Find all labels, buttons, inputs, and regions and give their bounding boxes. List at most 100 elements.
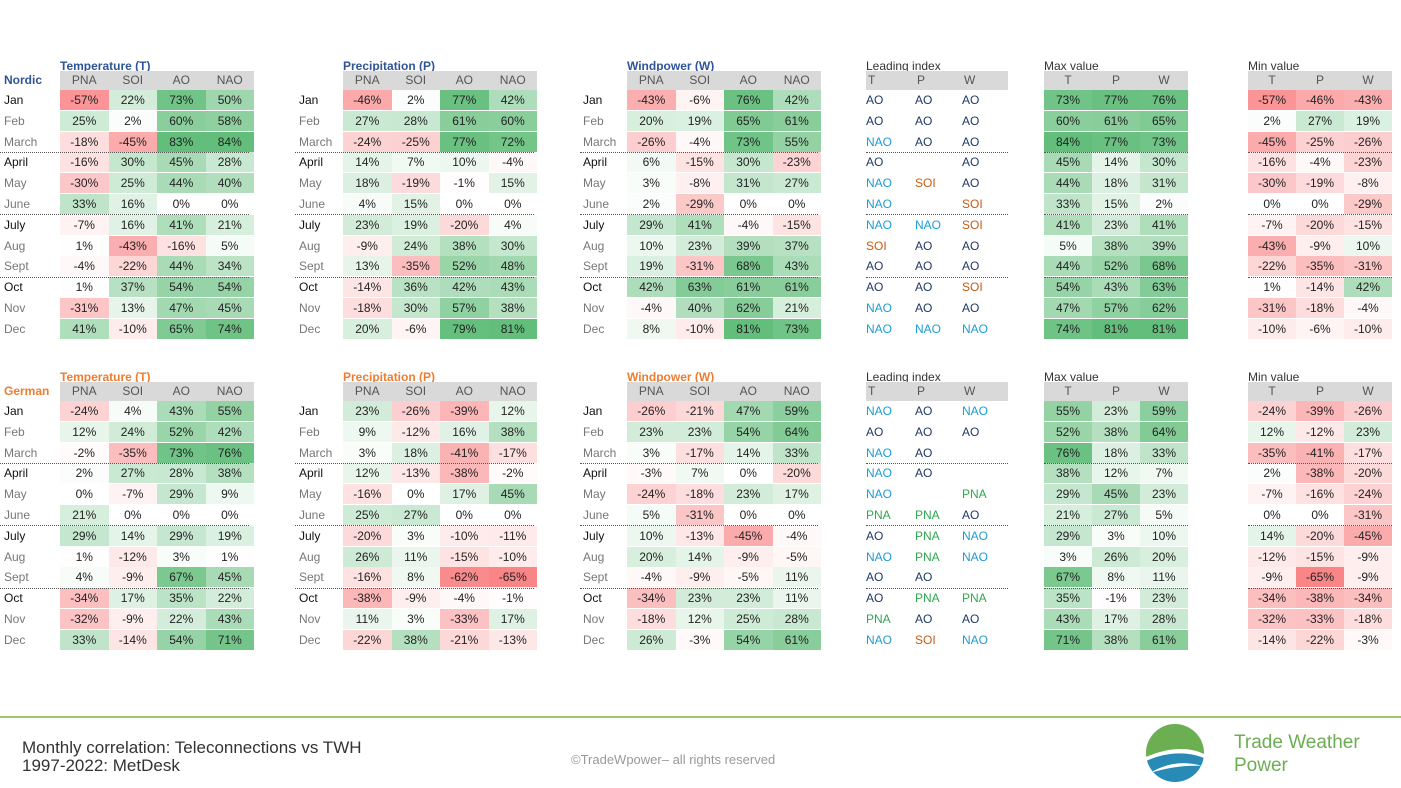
table-title: Temperature (T) [60, 370, 151, 384]
correlation-cell: 23% [724, 484, 773, 505]
correlation-cell: 0% [488, 505, 537, 525]
leading-index-cell: NAO [915, 321, 942, 336]
column-header: W [1158, 384, 1170, 398]
month-label: Nov [4, 612, 26, 626]
correlation-cell: 42% [440, 277, 489, 298]
correlation-cell: 22% [108, 90, 157, 110]
leading-index-cell: AO [962, 301, 980, 315]
max-value-cell: 68% [1140, 256, 1188, 277]
quarter-separator [1044, 462, 1188, 464]
correlation-cell: 28% [391, 110, 440, 131]
quarter-separator [295, 525, 534, 527]
month-label: Oct [299, 280, 318, 295]
quarter-separator [1044, 525, 1188, 527]
correlation-cell: -20% [343, 525, 392, 546]
correlation-cell: -4% [60, 256, 109, 277]
month-label: Dec [299, 632, 321, 647]
correlation-cell: 12% [675, 609, 724, 629]
column-header: P [1111, 384, 1120, 398]
month-label: July [583, 528, 605, 543]
min-value-cell: -41% [1296, 442, 1344, 463]
quarter-separator [580, 587, 818, 589]
max-value-cell: 23% [1092, 214, 1140, 235]
max-value-cell: 77% [1092, 131, 1140, 152]
copyright-notice: ©TradeWpower– all rights reserved [571, 752, 776, 767]
min-value-cell: -9% [1344, 567, 1392, 588]
month-label: May [4, 176, 27, 191]
region-label: German [4, 384, 50, 398]
month-label: Nov [4, 301, 26, 315]
month-label: June [583, 197, 610, 211]
leading-index-cell: NAO [866, 466, 893, 481]
correlation-cell: 4% [488, 214, 537, 235]
month-label: Aug [299, 238, 321, 253]
leading-index-cell: PNA [962, 591, 987, 606]
leading-index-cell: AO [866, 259, 884, 274]
max-value-cell: 63% [1140, 277, 1188, 298]
correlation-cell: 26% [343, 546, 392, 567]
month-label: Feb [583, 424, 604, 439]
correlation-cell: 23% [675, 235, 724, 256]
column-header: P [917, 384, 926, 398]
correlation-cell: 24% [108, 421, 157, 442]
table-header: PNA SOI AO NAO [343, 382, 537, 401]
min-value-cell: -57% [1248, 90, 1296, 110]
month-label: March [299, 134, 333, 149]
quarter-separator [866, 462, 1008, 464]
month-label: Aug [583, 549, 605, 564]
quarter-separator [580, 151, 818, 153]
max-value-cell: 61% [1140, 629, 1188, 650]
leading-index-cell: NAO [866, 176, 893, 191]
table-header: PNA SOI AO NAO [343, 71, 537, 90]
month-label: April [583, 155, 608, 170]
month-label: Dec [299, 321, 321, 336]
correlation-cell: 44% [157, 173, 206, 194]
leading-index-cell: AO [866, 528, 884, 543]
correlation-cell: 39% [724, 235, 773, 256]
column-header: AO [172, 384, 190, 398]
max-value-cell: 47% [1044, 298, 1092, 318]
correlation-cell: 1% [205, 546, 254, 567]
correlation-cell: 9% [343, 421, 392, 442]
caption-line-1: Monthly correlation: Teleconnections vs … [22, 738, 362, 757]
correlation-cell: 81% [724, 318, 773, 339]
correlation-cell: 22% [157, 609, 206, 629]
correlation-cell: 23% [627, 421, 676, 442]
max-value-cell: 23% [1140, 588, 1188, 609]
min-value-cell: -22% [1248, 256, 1296, 277]
correlation-cell: -14% [343, 277, 392, 298]
correlation-cell: 22% [205, 588, 254, 609]
min-value-cell: 0% [1248, 505, 1296, 525]
correlation-cell: 40% [205, 173, 254, 194]
leading-index-cell: AO [866, 570, 884, 585]
correlation-cell: 23% [675, 421, 724, 442]
leading-index-cell: AO [866, 424, 884, 439]
max-value-cell: 60% [1044, 110, 1092, 131]
max-value-cell: 52% [1044, 421, 1092, 442]
quarter-separator [1248, 151, 1392, 153]
month-label: July [299, 217, 321, 232]
min-value-cell: -24% [1248, 401, 1296, 421]
correlation-cell: -13% [488, 629, 537, 650]
min-value-cell: -32% [1248, 609, 1296, 629]
month-label: May [299, 487, 322, 502]
correlation-cell: -24% [60, 401, 109, 421]
correlation-cell: -18% [60, 131, 109, 152]
min-value-cell: -22% [1296, 629, 1344, 650]
quarter-separator [295, 462, 534, 464]
quarter-separator [866, 151, 1008, 153]
leading-index-cell: NAO [866, 487, 893, 502]
correlation-cell: 5% [205, 235, 254, 256]
month-label: July [4, 528, 26, 543]
leading-index-cell: NAO [866, 404, 893, 418]
max-value-cell: 38% [1044, 463, 1092, 484]
month-label: May [299, 176, 322, 191]
leading-index-cell: AO [962, 113, 980, 128]
correlation-cell: 29% [157, 525, 206, 546]
min-value-cell: -29% [1344, 194, 1392, 214]
correlation-cell: -4% [627, 298, 676, 318]
correlation-cell: 25% [108, 173, 157, 194]
